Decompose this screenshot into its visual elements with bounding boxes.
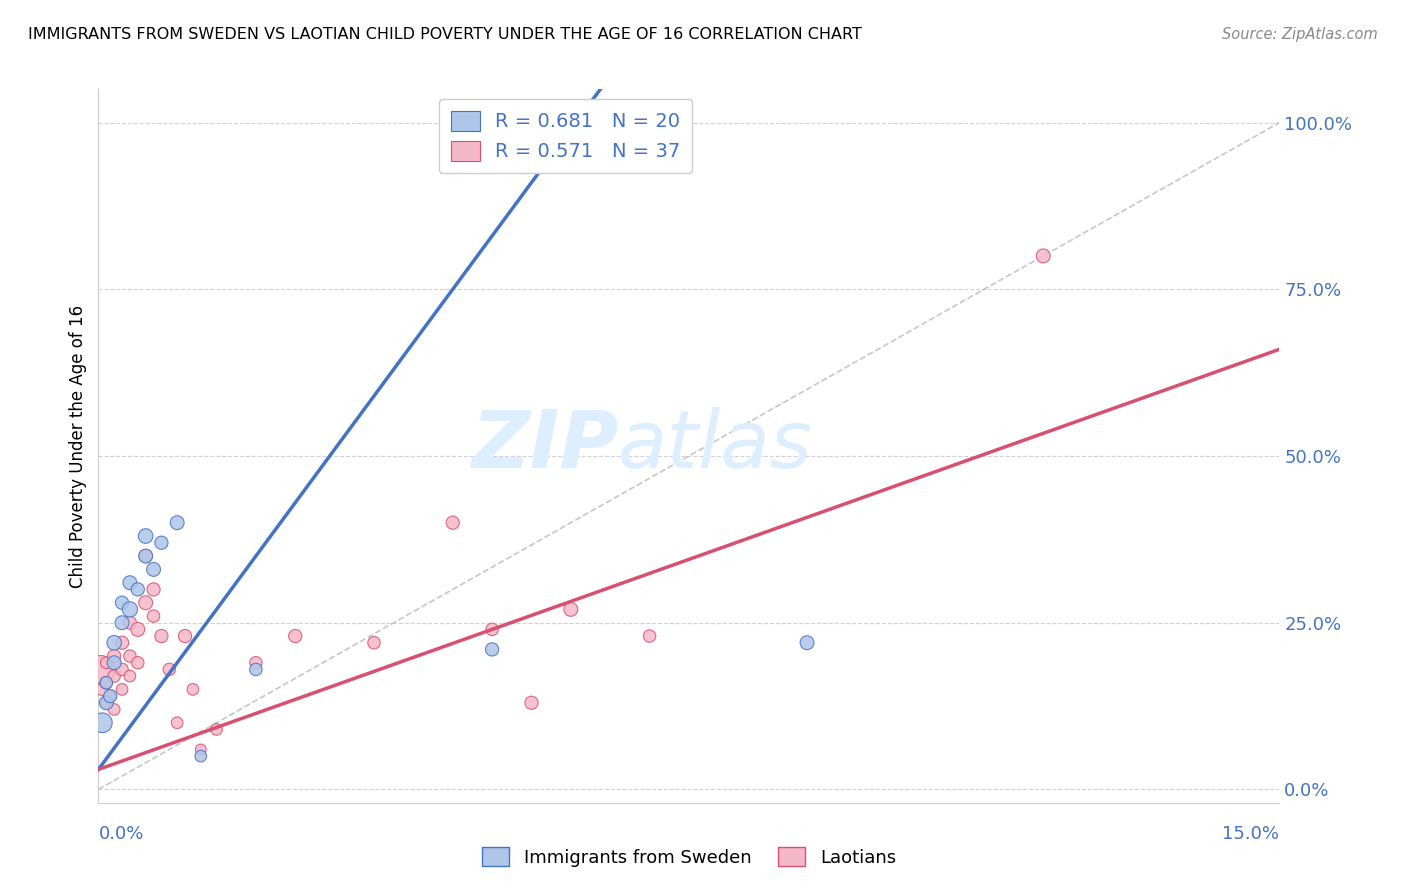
- Text: 15.0%: 15.0%: [1222, 825, 1279, 843]
- Point: [90, 662, 112, 676]
- Legend: R = 0.681   N = 20, R = 0.571   N = 37: R = 0.681 N = 20, R = 0.571 N = 37: [439, 99, 692, 173]
- Point: [1032, 249, 1054, 263]
- Point: [127, 656, 149, 670]
- Point: [111, 682, 134, 697]
- Text: IMMIGRANTS FROM SWEDEN VS LAOTIAN CHILD POVERTY UNDER THE AGE OF 16 CORRELATION : IMMIGRANTS FROM SWEDEN VS LAOTIAN CHILD …: [28, 27, 862, 42]
- Point: [111, 615, 134, 630]
- Point: [135, 549, 157, 563]
- Point: [190, 749, 212, 764]
- Point: [96, 656, 118, 670]
- Point: [111, 596, 134, 610]
- Point: [96, 696, 118, 710]
- Point: [127, 582, 149, 597]
- Point: [363, 636, 385, 650]
- Point: [103, 702, 125, 716]
- Point: [157, 662, 180, 676]
- Point: [481, 623, 503, 637]
- Point: [91, 682, 114, 697]
- Point: [142, 582, 165, 597]
- Y-axis label: Child Poverty Under the Age of 16: Child Poverty Under the Age of 16: [69, 304, 87, 588]
- Point: [118, 669, 141, 683]
- Point: [481, 642, 503, 657]
- Point: [150, 629, 173, 643]
- Point: [96, 696, 118, 710]
- Point: [205, 723, 228, 737]
- Point: [284, 629, 307, 643]
- Point: [135, 529, 157, 543]
- Point: [98, 689, 121, 703]
- Point: [111, 662, 134, 676]
- Point: [135, 596, 157, 610]
- Point: [135, 549, 157, 563]
- Point: [638, 629, 661, 643]
- Point: [174, 629, 197, 643]
- Text: Source: ZipAtlas.com: Source: ZipAtlas.com: [1222, 27, 1378, 42]
- Point: [118, 602, 141, 616]
- Point: [245, 662, 267, 676]
- Point: [118, 649, 141, 664]
- Point: [520, 696, 543, 710]
- Point: [103, 656, 125, 670]
- Point: [118, 615, 141, 630]
- Text: 0.0%: 0.0%: [98, 825, 143, 843]
- Point: [166, 715, 188, 730]
- Point: [796, 636, 818, 650]
- Point: [96, 675, 118, 690]
- Point: [91, 715, 114, 730]
- Point: [245, 656, 267, 670]
- Point: [103, 669, 125, 683]
- Point: [98, 689, 121, 703]
- Point: [560, 602, 582, 616]
- Point: [142, 562, 165, 576]
- Legend: Immigrants from Sweden, Laotians: Immigrants from Sweden, Laotians: [475, 840, 903, 874]
- Point: [127, 623, 149, 637]
- Point: [111, 636, 134, 650]
- Point: [96, 675, 118, 690]
- Point: [181, 682, 204, 697]
- Text: atlas: atlas: [619, 407, 813, 485]
- Point: [441, 516, 464, 530]
- Text: ZIP: ZIP: [471, 407, 619, 485]
- Point: [142, 609, 165, 624]
- Point: [190, 742, 212, 756]
- Point: [166, 516, 188, 530]
- Point: [103, 649, 125, 664]
- Point: [103, 636, 125, 650]
- Point: [118, 575, 141, 590]
- Point: [150, 535, 173, 549]
